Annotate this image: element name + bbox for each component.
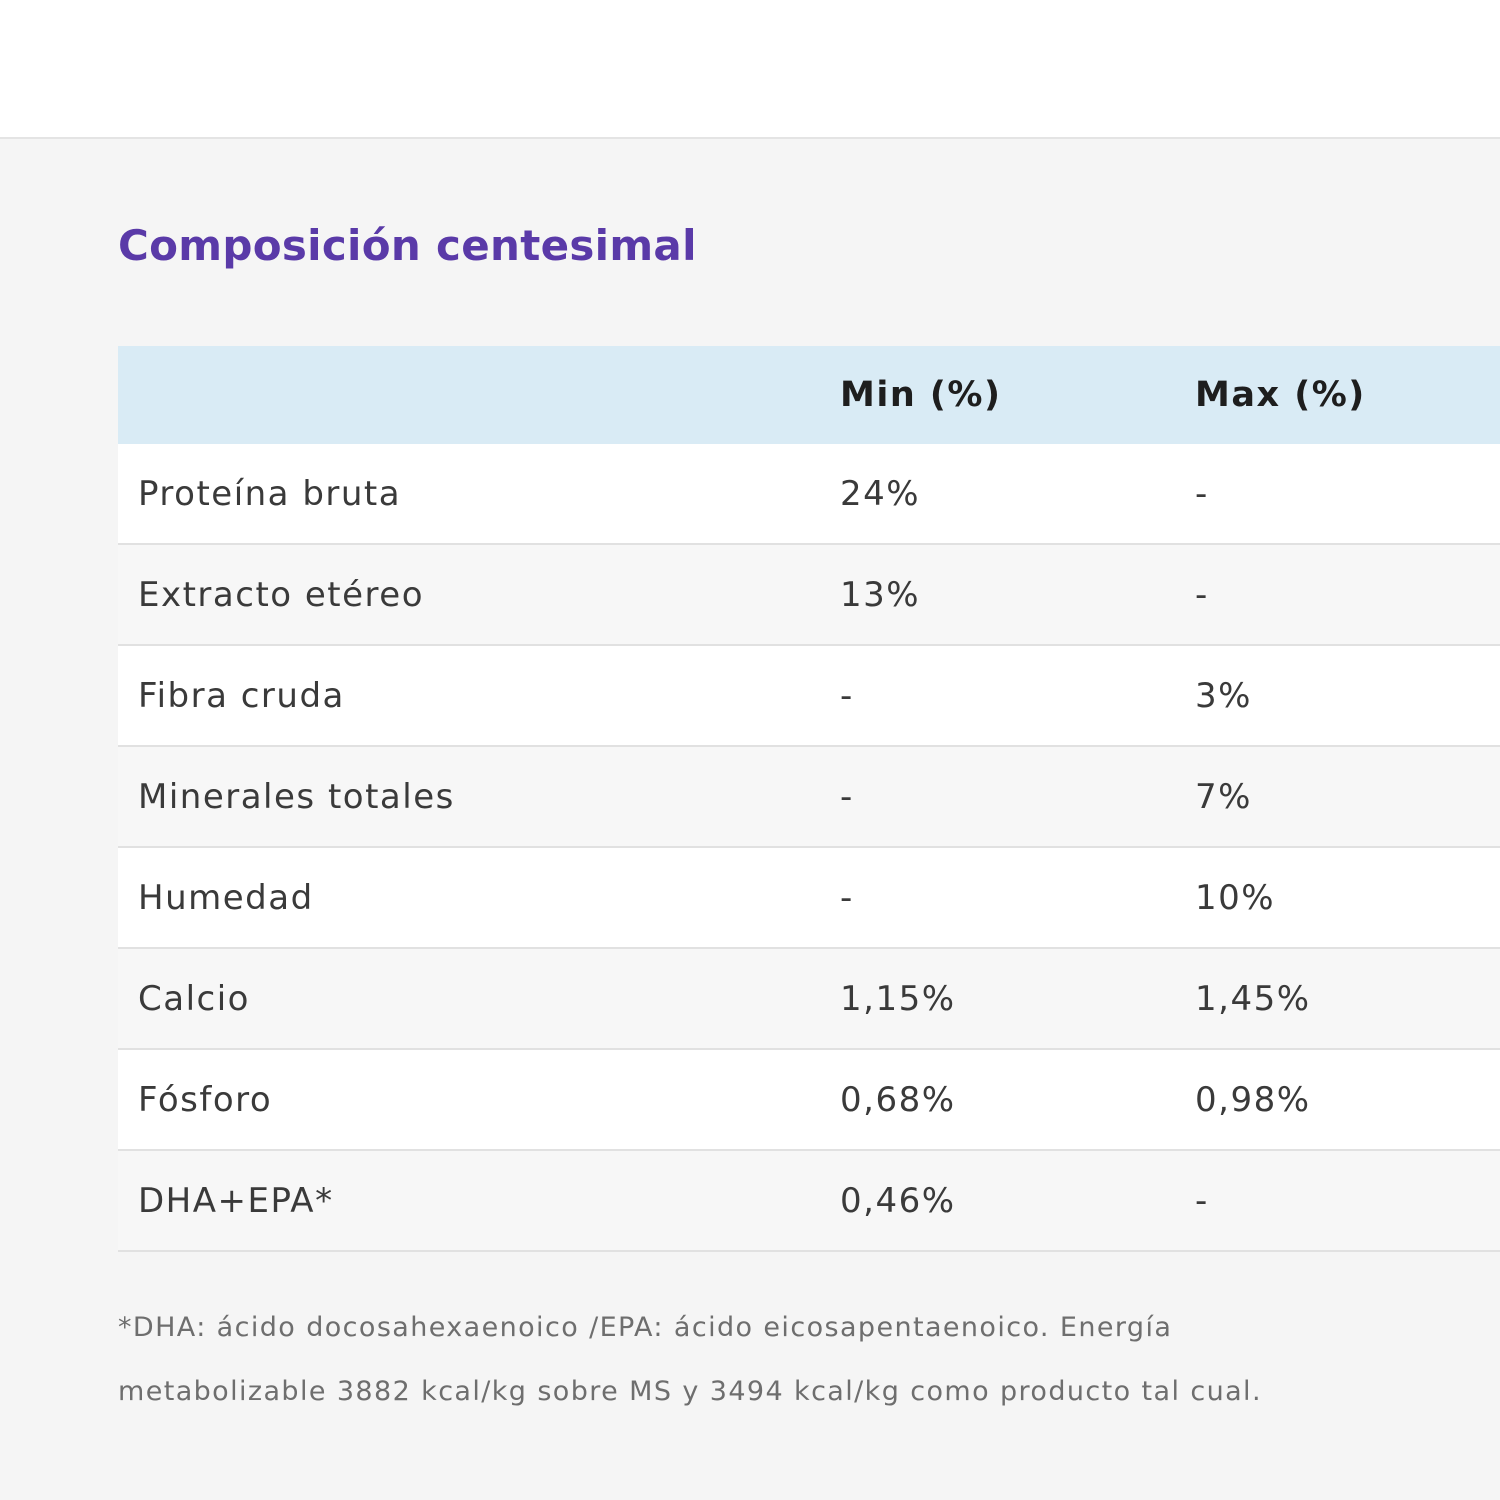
row-max-cell: 10% xyxy=(1195,877,1276,918)
row-name-cell: Proteína bruta xyxy=(138,473,402,514)
row-max-cell: - xyxy=(1195,574,1209,615)
table-row: Fósforo 0,68% 0,98% xyxy=(118,1050,1500,1151)
table-header-row: Min (%) Max (%) xyxy=(118,346,1500,444)
table-row: Minerales totales - 7% xyxy=(118,747,1500,848)
table-row: Proteína bruta 24% - xyxy=(118,444,1500,545)
row-name-cell: Fibra cruda xyxy=(138,675,345,716)
row-min-cell: 24% xyxy=(840,473,921,514)
table-row: Fibra cruda - 3% xyxy=(118,646,1500,747)
header-divider xyxy=(0,137,1500,139)
table-row: DHA+EPA* 0,46% - xyxy=(118,1151,1500,1252)
row-max-cell: - xyxy=(1195,473,1209,514)
row-min-cell: - xyxy=(840,675,854,716)
section-title: Composición centesimal xyxy=(118,221,697,270)
row-name-cell: Extracto etéreo xyxy=(138,574,424,615)
footnote-line-2: metabolizable 3882 kcal/kg sobre MS y 34… xyxy=(118,1376,1262,1407)
row-min-cell: 0,46% xyxy=(840,1180,956,1221)
table-row: Humedad - 10% xyxy=(118,848,1500,949)
row-min-cell: 0,68% xyxy=(840,1079,956,1120)
footnote: *DHA: ácido docosahexaenoico /EPA: ácido… xyxy=(118,1296,1448,1424)
row-min-cell: - xyxy=(840,776,854,817)
header-cell-max: Max (%) xyxy=(1195,375,1366,415)
row-max-cell: 7% xyxy=(1195,776,1252,817)
header-cell-min: Min (%) xyxy=(840,375,1002,415)
row-max-cell: 3% xyxy=(1195,675,1252,716)
row-name-cell: Minerales totales xyxy=(138,776,455,817)
row-name-cell: Humedad xyxy=(138,877,314,918)
row-max-cell: 1,45% xyxy=(1195,978,1311,1019)
page-header-area xyxy=(0,0,1500,137)
row-name-cell: Fósforo xyxy=(138,1079,273,1120)
row-max-cell: - xyxy=(1195,1180,1209,1221)
composition-table: Min (%) Max (%) Proteína bruta 24% - Ext… xyxy=(118,346,1500,1252)
row-name-cell: Calcio xyxy=(138,978,250,1019)
row-min-cell: - xyxy=(840,877,854,918)
footnote-line-1: *DHA: ácido docosahexaenoico /EPA: ácido… xyxy=(118,1312,1173,1343)
table-row: Calcio 1,15% 1,45% xyxy=(118,949,1500,1050)
row-min-cell: 13% xyxy=(840,574,921,615)
row-max-cell: 0,98% xyxy=(1195,1079,1311,1120)
row-name-cell: DHA+EPA* xyxy=(138,1180,334,1221)
table-row: Extracto etéreo 13% - xyxy=(118,545,1500,646)
row-min-cell: 1,15% xyxy=(840,978,956,1019)
